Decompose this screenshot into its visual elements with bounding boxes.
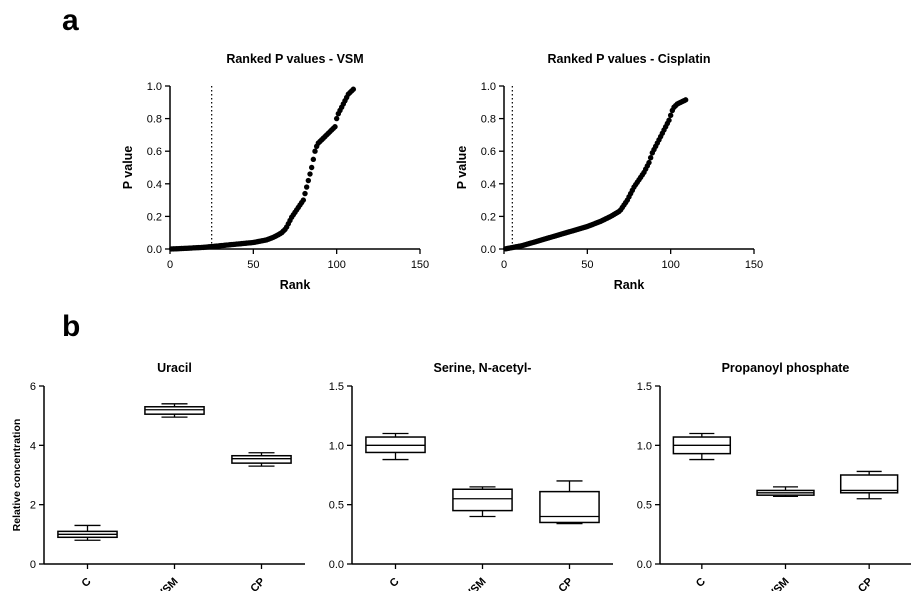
y-tick-label: 0.5 [637, 500, 652, 512]
y-tick-label: 1.0 [481, 81, 496, 93]
box-vsm [452, 486, 513, 518]
y-tick-label: 0.4 [481, 179, 496, 191]
data-point [333, 115, 340, 122]
x-tick-label: 0 [501, 259, 507, 271]
data-point [312, 148, 318, 154]
data-point [308, 164, 315, 171]
data-point [332, 124, 338, 130]
chart-title: Propanoyl phosphate [722, 361, 850, 375]
y-tick-label: 1.0 [637, 440, 652, 452]
chart-title: Ranked P values - Cisplatin [547, 52, 710, 66]
y-tick-label: 1.5 [329, 381, 344, 393]
category-label: VSM [155, 576, 180, 591]
box-cp [231, 452, 292, 467]
charts: Ranked P values - VSM0.00.20.40.60.81.0P… [11, 52, 911, 591]
data-point [666, 117, 672, 123]
y-tick-label: 0.0 [329, 559, 344, 571]
x-tick-label: 100 [661, 259, 679, 271]
chart-title: Uracil [157, 361, 192, 375]
data-point [300, 197, 307, 203]
y-tick-label: 1.5 [637, 381, 652, 393]
box-iqr [144, 406, 205, 415]
y-tick-label: 2 [30, 500, 36, 512]
data-point [350, 86, 357, 92]
data-point [646, 159, 652, 166]
x-tick-label: 100 [327, 259, 345, 271]
y-tick-label: 1.0 [147, 81, 162, 93]
x-tick-label: 150 [745, 259, 763, 271]
data-point [303, 184, 310, 190]
data-point [307, 171, 313, 177]
y-tick-label: 0.2 [147, 211, 162, 223]
x-tick-label: 50 [247, 259, 259, 271]
box-iqr [539, 490, 600, 524]
data-point [682, 97, 689, 103]
y-tick-label: 6 [30, 381, 36, 393]
y-tick-label: 0.0 [637, 559, 652, 571]
box-vsm [756, 486, 815, 498]
y-axis-label: P value [455, 146, 469, 190]
y-tick-label: 1.0 [329, 440, 344, 452]
category-label: VSM [463, 576, 488, 591]
box-iqr [839, 474, 899, 494]
box-c [365, 432, 426, 461]
x-tick-label: 150 [411, 259, 429, 271]
y-axis-label: Relative concentration [11, 419, 23, 532]
panel-label-a: a [62, 4, 79, 37]
box-c [57, 524, 118, 541]
y-tick-label: 0.8 [481, 114, 496, 126]
box-iqr [452, 488, 513, 512]
y-tick-label: 0.5 [329, 500, 344, 512]
category-label: VSM [766, 576, 791, 591]
category-label: CP [556, 576, 575, 591]
panel-label-b: b [62, 310, 80, 343]
y-tick-label: 0.6 [147, 146, 162, 158]
box-vsm [144, 403, 205, 418]
chart-0: Ranked P values - VSM 0.0 0.2 0.4 0.6 0.8 1.0 P… [121, 52, 429, 292]
box-iqr [231, 454, 292, 464]
box-cp [539, 480, 600, 525]
data-point [647, 155, 654, 161]
category-label: CP [248, 576, 267, 591]
category-label: CP [856, 576, 875, 591]
box-c [672, 432, 732, 461]
x-axis-label: Rank [280, 278, 311, 292]
x-tick-label: 0 [167, 259, 173, 271]
chart-2: Uracil 0 2 4 6 Relative concentration C VSM CP [11, 361, 305, 591]
y-tick-label: 4 [30, 440, 36, 452]
y-tick-label: 0.2 [481, 211, 496, 223]
chart-title: Ranked P values - VSM [226, 52, 363, 66]
category-label: C [388, 576, 402, 590]
data-point [302, 190, 308, 197]
y-tick-label: 0.4 [147, 179, 162, 191]
category-label: C [80, 576, 94, 590]
x-axis-label: Rank [614, 278, 645, 292]
y-tick-label: 0.6 [481, 146, 496, 158]
category-label: C [694, 576, 708, 590]
data-point [667, 112, 674, 119]
y-axis-label: P value [121, 146, 135, 190]
y-tick-label: 0.8 [147, 114, 162, 126]
y-tick-label: 0 [30, 559, 36, 571]
chart-title: Serine, N-acetyl- [434, 361, 532, 375]
y-tick-label: 0.0 [147, 244, 162, 256]
x-tick-label: 50 [581, 259, 593, 271]
y-tick-label: 0.0 [481, 244, 496, 256]
data-point [305, 177, 312, 184]
chart-3: Serine, N-acetyl- 0.0 0.5 1.0 1.5 C VSM CP [329, 361, 613, 591]
chart-1: Ranked P values - Cisplatin 0.0 0.2 0.4 0.6 0… [455, 52, 763, 292]
chart-4: Propanoyl phosphate 0.0 0.5 1.0 1.5 C VSM CP [637, 361, 911, 591]
box-cp [839, 470, 899, 500]
data-point [310, 156, 317, 163]
